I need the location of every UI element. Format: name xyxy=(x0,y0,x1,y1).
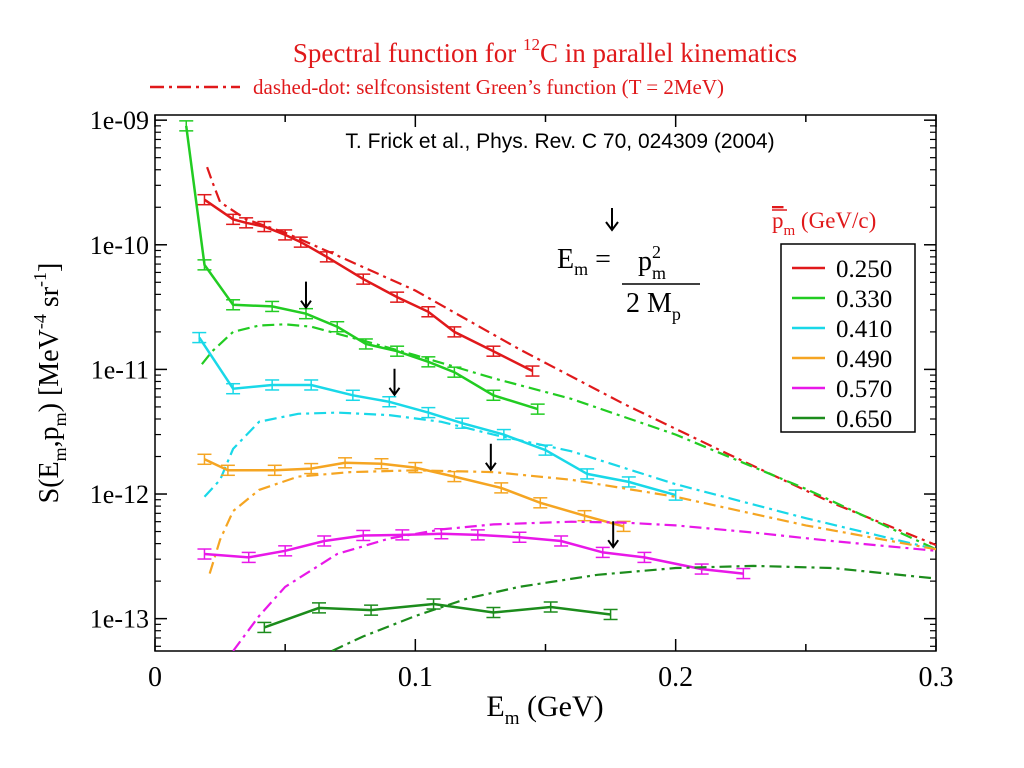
arrow-down-icon xyxy=(300,281,312,310)
legend-label: 0.650 xyxy=(836,406,892,433)
y-tick-labels: 1e-13 1e-12 1e-11 1e-10 1e-09 xyxy=(90,106,149,633)
arrow-down-icon xyxy=(485,443,497,472)
theory-curve-0.490 xyxy=(208,469,936,574)
legend-entries: 0.250 0.330 0.410 0.490 0.570 0.650 xyxy=(792,256,892,433)
theory-curve-0.650 xyxy=(331,564,936,651)
x-tick-label: 0.3 xyxy=(919,662,954,693)
plot-arrows xyxy=(300,281,620,549)
reference-text: T. Frick et al., Phys. Rev. C 70, 024309… xyxy=(345,130,774,153)
data-line-0.570 xyxy=(204,532,744,575)
title-post: C in parallel kinematics xyxy=(540,38,797,68)
legend-label: 0.490 xyxy=(836,346,892,373)
legend-label: 0.330 xyxy=(836,286,892,313)
y-tick-label: 1e-12 xyxy=(90,480,149,509)
formula-lhs: Em = xyxy=(557,244,611,279)
legend: pm (GeV/c) 0.250 0.330 0.410 0.490 0.570 0.65… xyxy=(772,208,916,433)
y-axis-label: S(Em,pm) [MeV-4 sr-1] xyxy=(30,263,70,504)
data-line-0.490 xyxy=(203,458,624,528)
plot-area xyxy=(179,120,936,651)
legend-label: 0.410 xyxy=(836,316,892,343)
theory-curve-0.570 xyxy=(232,520,936,651)
formula-numerator: p2 m xyxy=(638,242,666,283)
x-axis-label: Em (GeV) xyxy=(486,690,603,729)
formula: Em = p2 m 2 Mp xyxy=(557,208,700,324)
x-tick-label: 0.2 xyxy=(658,662,693,693)
x-tick-label: 0.1 xyxy=(398,662,433,693)
legend-title: pm (GeV/c) xyxy=(772,208,876,239)
chart-subtitle: dashed-dot: selfconsistent Green’s funct… xyxy=(253,75,724,99)
formula-arrow-icon xyxy=(605,208,619,232)
title-sup: 12 xyxy=(523,35,540,54)
theory-curve-0.330 xyxy=(201,323,936,551)
theory-curve-0.410 xyxy=(203,411,936,551)
y-tick-label: 1e-11 xyxy=(91,355,149,384)
title-pre: Spectral function for xyxy=(293,38,523,68)
x-tick-label: 0 xyxy=(148,662,162,693)
legend-label: 0.250 xyxy=(836,256,892,283)
legend-box xyxy=(780,243,916,433)
legend-label: 0.570 xyxy=(836,376,892,403)
theory-curve-0.250 xyxy=(206,166,936,547)
formula-denominator: 2 Mp xyxy=(626,288,681,324)
x-tick-labels: 0 0.1 0.2 0.3 xyxy=(148,662,954,693)
y-tick-label: 1e-09 xyxy=(90,106,149,135)
data-line-0.650 xyxy=(263,602,611,629)
arrow-down-icon xyxy=(388,368,401,397)
y-tick-label: 1e-13 xyxy=(90,605,149,634)
data-line-0.330 xyxy=(184,125,539,411)
arrow-down-icon xyxy=(607,521,620,549)
chart-title: Spectral function for 12C in parallel ki… xyxy=(293,35,797,68)
y-tick-label: 1e-10 xyxy=(90,231,149,260)
plot-series xyxy=(179,120,936,651)
